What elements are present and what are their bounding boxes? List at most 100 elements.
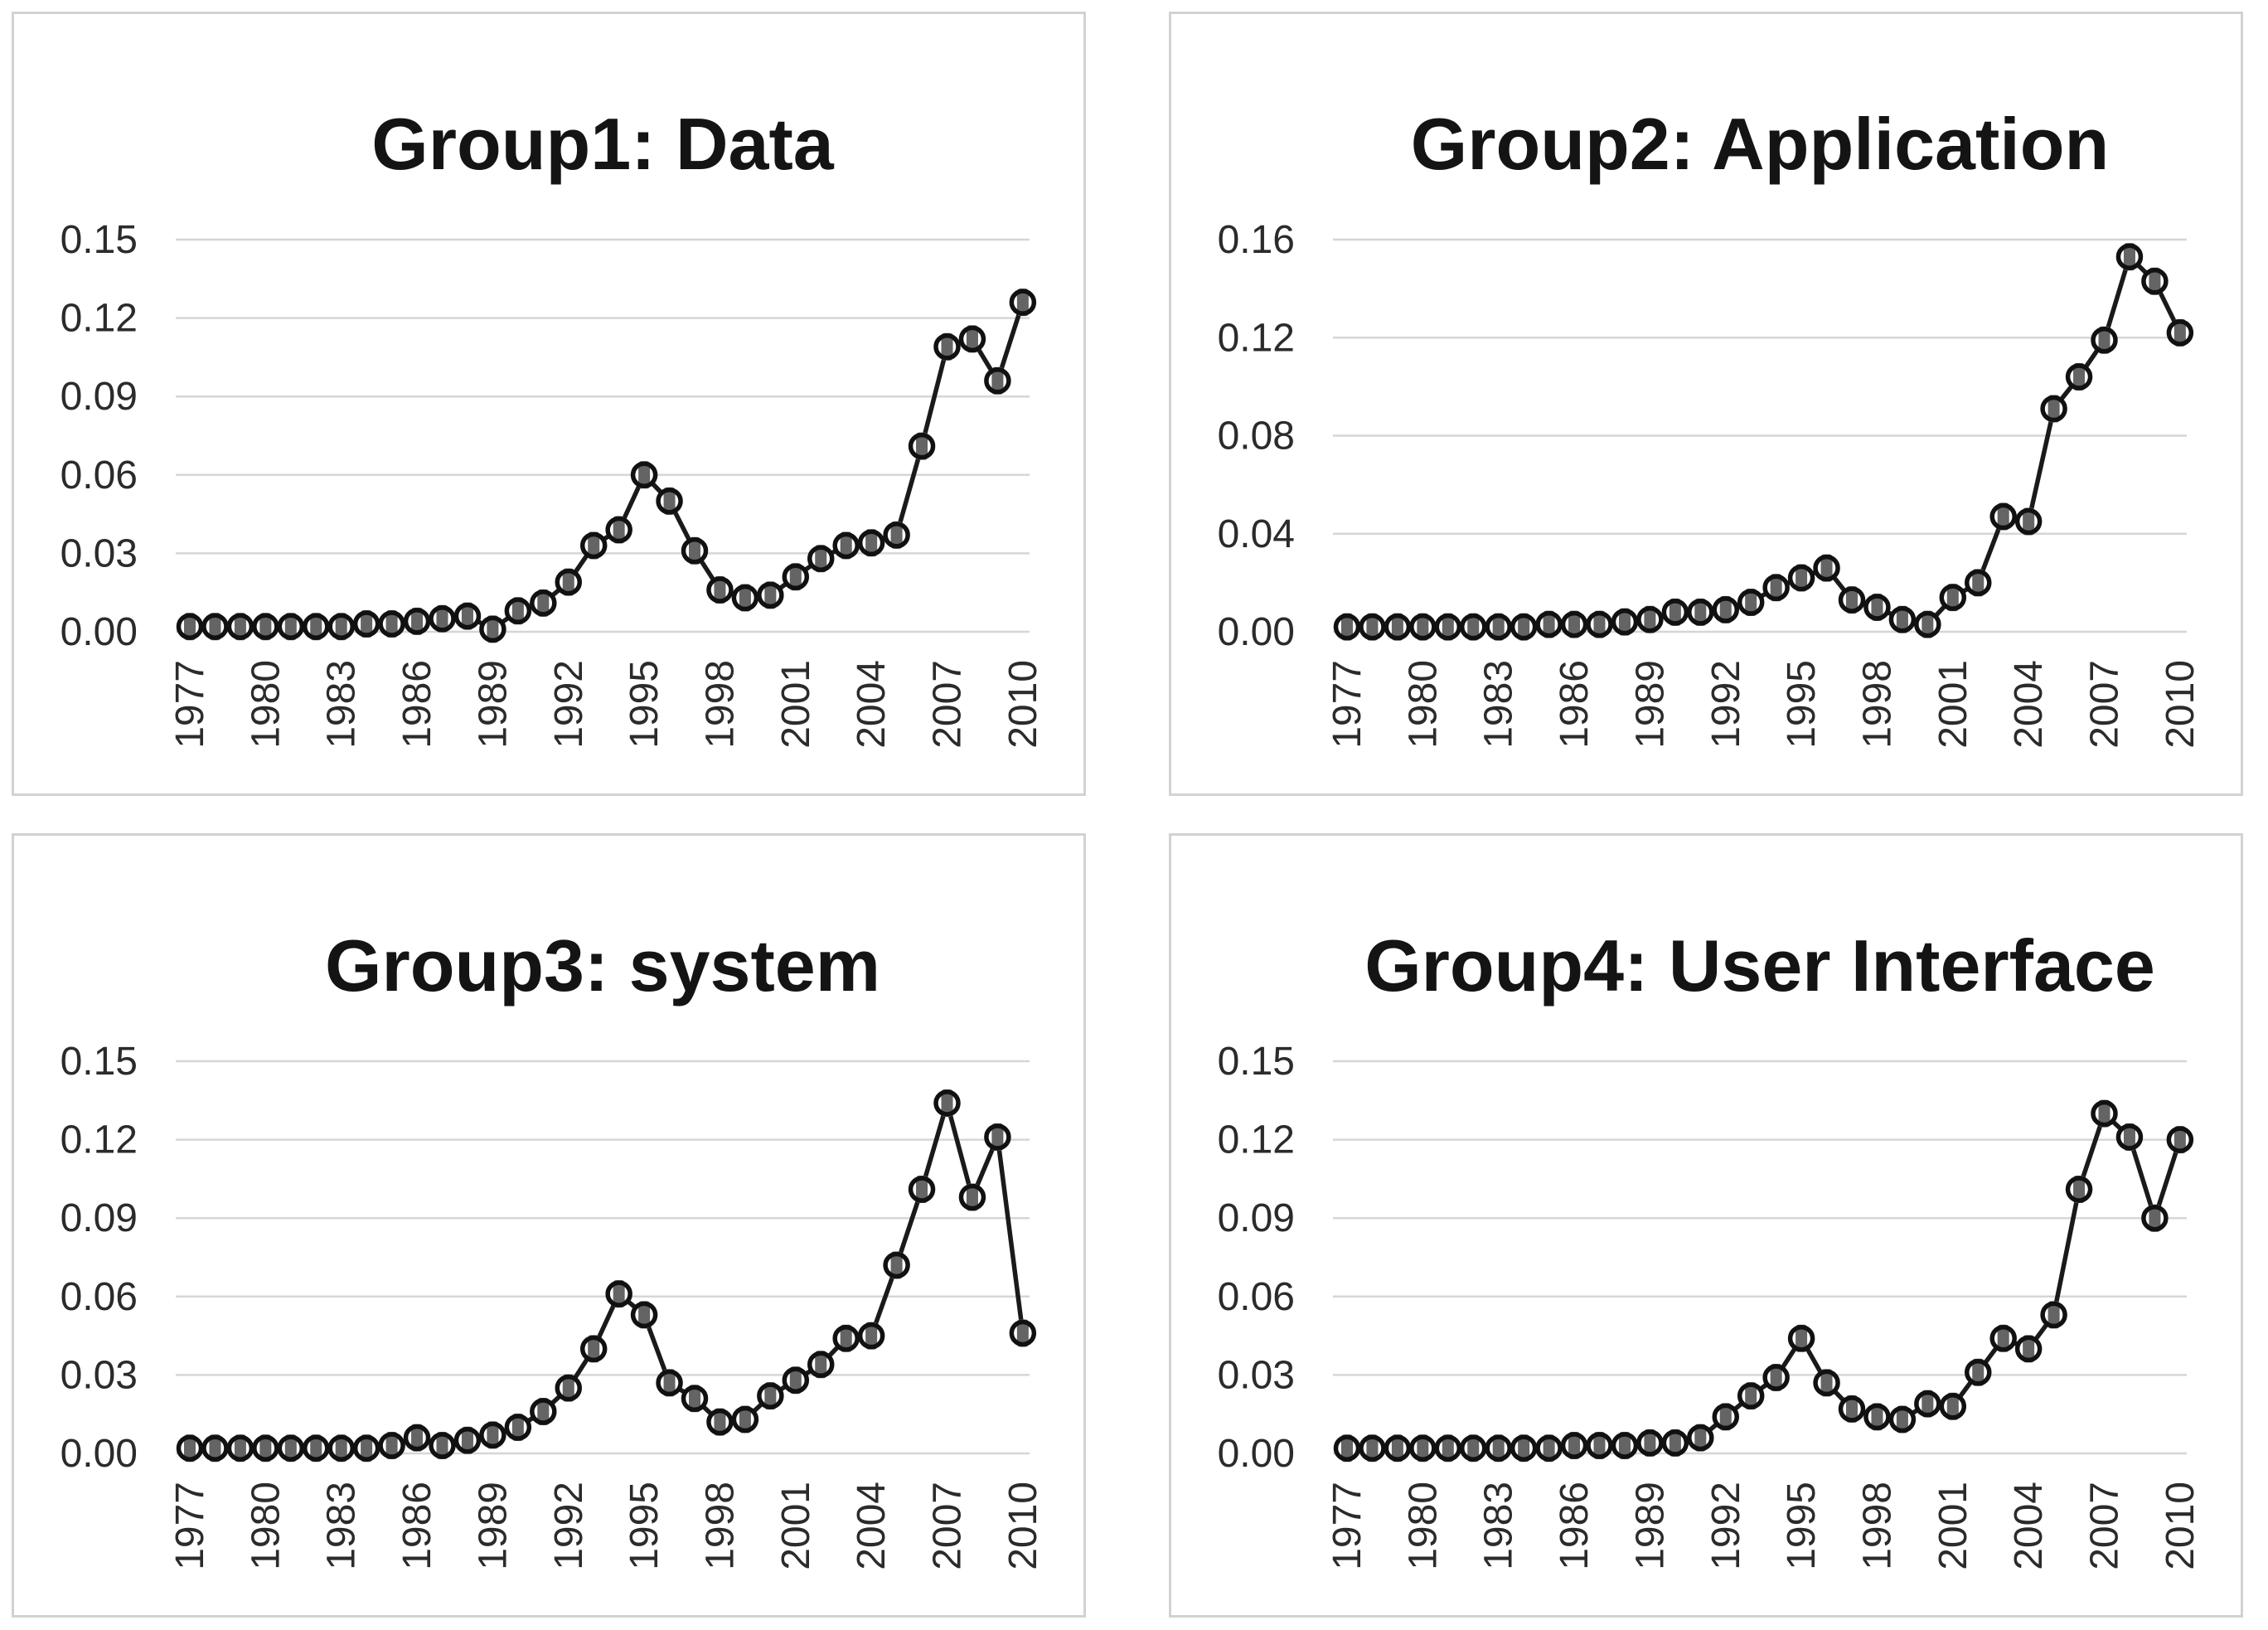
marker-core [259,1434,272,1463]
marker-core [1846,1395,1858,1423]
group4-user-interface-line-chart: 0.00 0.03 0.06 0.09 0.12 0.15 1977 1980 1983 1986… [1169,833,2243,1618]
data-point-marker [1333,1434,1361,1463]
marker-core [1417,1434,1429,1463]
x-axis-tick-label: 1992 [547,660,591,749]
marker-ring [605,1280,632,1307]
data-point-marker [1611,1432,1639,1460]
data-point-marker [277,613,305,641]
marker-core [1618,608,1631,636]
marker-ring [731,584,759,612]
data-point-marker [2065,363,2093,391]
marker-ring [453,602,482,630]
x-axis-tick-label: 2004 [2007,1482,2051,1570]
marker-ring [226,613,254,640]
data-point-marker [1586,1432,1613,1460]
data-point-marker [1838,1395,1866,1423]
marker-ring [1914,610,1941,638]
data-point-marker [1409,1434,1437,1463]
data-point-marker [782,1366,810,1395]
marker-core [1871,1403,1883,1431]
x-axis-tick-label: 2010 [1001,1482,1045,1570]
y-axis-tick-label: 0.12 [61,1118,138,1162]
marker-ring [453,1426,482,1454]
marker-core [1618,1432,1631,1460]
marker-ring [782,1366,810,1394]
data-point-marker [807,545,835,573]
data-point-marker [1359,1434,1386,1463]
data-point-marker [352,1434,380,1463]
data-point-marker [807,1351,835,1379]
x-axis-tick-label: 1977 [1325,660,1369,749]
x-axis-tick-label: 2001 [774,1482,818,1570]
marker-ring [303,1434,330,1462]
data-point-marker [1965,1358,1992,1386]
marker-core [487,615,499,643]
marker-core [1568,610,1581,638]
data-point-marker [2040,1301,2067,1329]
data-point-marker [2141,1204,2169,1232]
data-point-marker [2166,318,2194,347]
marker-core [966,325,978,353]
marker-ring [1434,1434,1462,1462]
marker-ring [1687,1424,1714,1452]
marker-ring [2166,1126,2194,1153]
x-axis-tick-label: 1977 [168,660,212,749]
data-point-marker [933,1089,961,1117]
data-point-marker [504,597,532,625]
x-axis-tick-label: 2010 [2159,1482,2203,1570]
data-point-marker [1409,613,1437,641]
data-point-marker [2166,1126,2194,1154]
data-point-marker [555,568,582,596]
marker-ring [832,1325,860,1352]
data-point-marker [327,1434,355,1463]
data-point-marker [832,1324,860,1352]
x-axis-tick-label: 2010 [1001,660,1045,749]
data-point-marker [176,1434,204,1463]
marker-core [2073,1176,2086,1204]
marker-core [1391,613,1403,641]
marker-ring [1888,1405,1917,1434]
marker-ring [1838,586,1866,614]
marker-ring [1384,613,1412,641]
y-axis-tick-label: 0.00 [61,610,138,654]
data-point-marker [1813,554,1840,582]
y-axis-tick-label: 0.09 [61,375,138,419]
marker-core [1543,610,1555,638]
marker-ring [958,325,986,353]
marker-core [1694,1424,1707,1452]
marker-ring [2040,395,2067,423]
data-point-marker [656,487,683,515]
marker-ring [1965,569,1992,597]
data-point-marker [226,1434,254,1463]
data-point-marker [1009,1319,1037,1347]
data-point-marker [706,1408,734,1436]
y-axis-tick-label: 0.09 [61,1196,138,1240]
marker-ring [1384,1434,1412,1462]
marker-ring [555,1374,582,1402]
marker-ring [1510,1434,1538,1462]
marker-core [840,531,852,560]
data-point-marker [883,521,910,549]
marker-core [2123,1123,2135,1151]
marker-ring [1485,1434,1512,1462]
marker-core [991,1123,1004,1151]
marker-ring [1914,1390,1941,1418]
marker-core [385,1432,398,1460]
data-point-marker [857,529,885,557]
marker-core [1568,1432,1581,1460]
marker-ring [1687,599,1714,626]
marker-core [764,581,777,609]
marker-core [562,568,574,596]
data-point-marker [1787,564,1815,592]
marker-core [1492,613,1505,641]
marker-core [2023,507,2035,536]
data-point-marker [2040,395,2067,423]
y-axis-tick-label: 0.00 [1218,1432,1295,1476]
marker-core [1341,1434,1353,1463]
data-point-marker [303,613,330,641]
marker-ring [1611,608,1639,636]
data-point-marker [1863,1403,1891,1431]
data-point-marker [1787,1324,1815,1352]
data-point-marker [731,584,759,612]
marker-core [1593,1432,1606,1460]
